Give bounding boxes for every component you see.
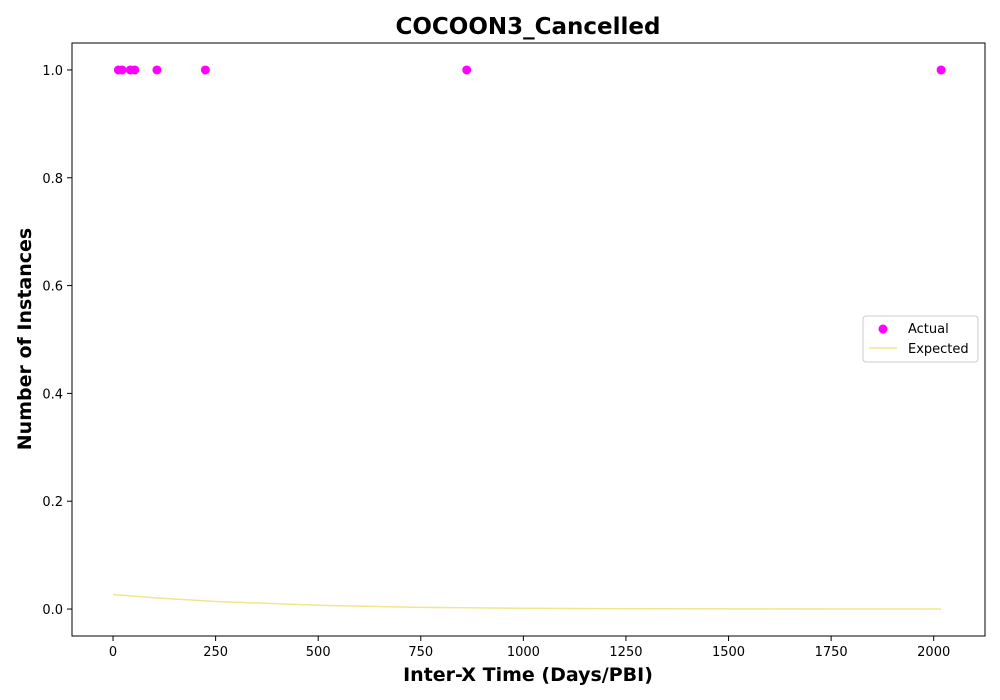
y-tick-label: 0.4: [42, 387, 63, 402]
y-axis: 0.0 0.2 0.4 0.6 0.8 1.0: [42, 64, 72, 618]
legend-label-actual: Actual: [908, 322, 949, 337]
chart-title: COCOON3_Cancelled: [395, 14, 660, 40]
x-axis-label: Inter-X Time (Days/PBI): [403, 664, 653, 686]
actual-data-point: [117, 65, 127, 75]
x-tick-label: 0: [109, 645, 117, 660]
x-tick-label: 1250: [609, 645, 642, 660]
actual-data-point: [462, 65, 472, 75]
x-tick-label: 1500: [712, 645, 745, 660]
x-tick-label: 1000: [507, 645, 540, 660]
y-tick-label: 0.6: [42, 280, 63, 295]
actual-data-point: [936, 65, 946, 75]
actual-data-point: [200, 65, 210, 75]
x-tick-label: 1750: [815, 645, 848, 660]
plot-frame: [71, 42, 986, 637]
legend-label-expected: Expected: [908, 342, 969, 357]
y-axis-label: Number of Instances: [14, 228, 36, 450]
x-axis: 0 250 500 750 1000 1250 1500 1750 2000: [109, 636, 950, 660]
x-tick-label: 750: [408, 645, 433, 660]
y-tick-label: 0.2: [42, 495, 63, 510]
actual-data-point: [130, 65, 140, 75]
y-tick-label: 0.0: [42, 603, 63, 618]
series-layer: [112, 65, 946, 610]
y-tick-label: 1.0: [42, 64, 63, 79]
legend-marker-actual: [878, 324, 888, 334]
legend-box: [862, 315, 979, 363]
actual-data-point: [152, 65, 162, 75]
x-tick-label: 250: [203, 645, 228, 660]
expected-series-line: [112, 593, 942, 610]
plot-area: [71, 42, 986, 637]
x-tick-label: 500: [306, 645, 331, 660]
legend: Actual Expected: [862, 315, 979, 363]
y-tick-label: 0.8: [42, 172, 63, 187]
x-tick-label: 2000: [917, 645, 950, 660]
